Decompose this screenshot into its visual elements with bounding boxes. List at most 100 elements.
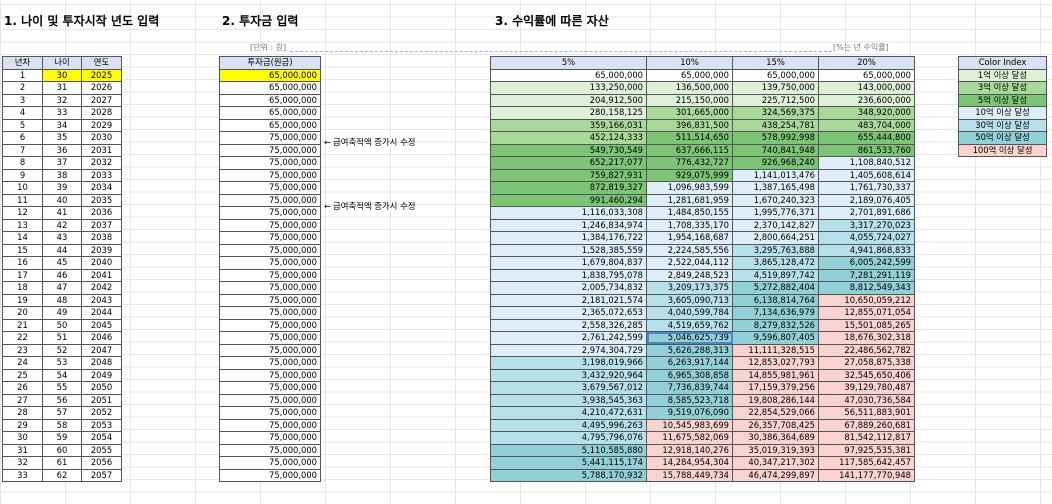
year-count-cell[interactable]: 9 bbox=[2, 168, 43, 182]
year-cell[interactable]: 2026 bbox=[81, 81, 122, 95]
asset-cell[interactable]: 215,150,000 bbox=[646, 93, 733, 107]
asset-cell[interactable]: 81,542,112,817 bbox=[818, 431, 915, 445]
asset-cell[interactable]: 396,831,500 bbox=[646, 118, 733, 132]
asset-cell[interactable]: 7,281,291,119 bbox=[818, 268, 915, 282]
asset-cell[interactable]: 6,965,308,858 bbox=[646, 368, 733, 382]
year-count-cell[interactable]: 5 bbox=[2, 118, 43, 132]
year-cell[interactable]: 2025 bbox=[81, 68, 122, 82]
year-count-cell[interactable]: 26 bbox=[2, 381, 43, 395]
investment-cell[interactable]: 75,000,000 bbox=[219, 181, 321, 195]
asset-cell[interactable]: 861,533,760 bbox=[818, 143, 915, 157]
asset-cell[interactable]: 143,000,000 bbox=[818, 81, 915, 95]
header-year-count[interactable]: 년차 bbox=[2, 56, 43, 70]
year-cell[interactable]: 2053 bbox=[81, 418, 122, 432]
asset-cell[interactable]: 15,788,449,734 bbox=[646, 468, 733, 482]
asset-cell[interactable]: 40,347,217,302 bbox=[732, 456, 819, 470]
asset-cell[interactable]: 5,626,288,313 bbox=[646, 343, 733, 357]
header-rate-20[interactable]: 20% bbox=[818, 56, 915, 70]
year-cell[interactable]: 2040 bbox=[81, 256, 122, 270]
asset-cell[interactable]: 2,522,044,112 bbox=[646, 256, 733, 270]
asset-cell[interactable]: 133,250,000 bbox=[490, 81, 647, 95]
asset-cell[interactable]: 929,075,999 bbox=[646, 168, 733, 182]
year-count-cell[interactable]: 16 bbox=[2, 256, 43, 270]
year-cell[interactable]: 2036 bbox=[81, 206, 122, 220]
investment-cell[interactable]: 75,000,000 bbox=[219, 206, 321, 220]
year-count-cell[interactable]: 22 bbox=[2, 331, 43, 345]
asset-cell[interactable]: 1,141,013,476 bbox=[732, 168, 819, 182]
age-cell[interactable]: 32 bbox=[42, 93, 82, 107]
asset-cell[interactable]: 1,096,983,599 bbox=[646, 181, 733, 195]
asset-cell[interactable]: 2,800,664,251 bbox=[732, 231, 819, 245]
asset-cell[interactable]: 1,954,168,687 bbox=[646, 231, 733, 245]
year-cell[interactable]: 2034 bbox=[81, 181, 122, 195]
investment-cell[interactable]: 75,000,000 bbox=[219, 381, 321, 395]
year-cell[interactable]: 2039 bbox=[81, 243, 122, 257]
asset-cell[interactable]: 65,000,000 bbox=[732, 68, 819, 82]
header-age[interactable]: 나이 bbox=[42, 56, 82, 70]
asset-cell[interactable]: 5,272,882,404 bbox=[732, 281, 819, 295]
investment-cell[interactable]: 75,000,000 bbox=[219, 131, 321, 145]
asset-cell[interactable]: 65,000,000 bbox=[490, 68, 647, 82]
asset-cell[interactable]: 2,370,142,827 bbox=[732, 218, 819, 232]
investment-cell[interactable]: 75,000,000 bbox=[219, 293, 321, 307]
year-count-cell[interactable]: 3 bbox=[2, 93, 43, 107]
investment-cell[interactable]: 75,000,000 bbox=[219, 268, 321, 282]
asset-cell[interactable]: 3,317,270,023 bbox=[818, 218, 915, 232]
asset-cell[interactable]: 3,209,173,375 bbox=[646, 281, 733, 295]
asset-cell[interactable]: 2,189,076,405 bbox=[818, 193, 915, 207]
year-cell[interactable]: 2047 bbox=[81, 343, 122, 357]
age-cell[interactable]: 60 bbox=[42, 443, 82, 457]
investment-cell[interactable]: 75,000,000 bbox=[219, 331, 321, 345]
age-cell[interactable]: 36 bbox=[42, 143, 82, 157]
investment-cell[interactable]: 75,000,000 bbox=[219, 343, 321, 357]
year-count-cell[interactable]: 21 bbox=[2, 318, 43, 332]
asset-cell[interactable]: 4,519,659,762 bbox=[646, 318, 733, 332]
asset-cell[interactable]: 2,558,326,285 bbox=[490, 318, 647, 332]
investment-cell[interactable]: 75,000,000 bbox=[219, 168, 321, 182]
asset-cell[interactable]: 1,679,804,837 bbox=[490, 256, 647, 270]
year-count-cell[interactable]: 18 bbox=[2, 281, 43, 295]
investment-cell[interactable]: 75,000,000 bbox=[219, 256, 321, 270]
year-cell[interactable]: 2048 bbox=[81, 356, 122, 370]
asset-cell[interactable]: 5,110,585,880 bbox=[490, 443, 647, 457]
asset-cell[interactable]: 1,281,681,959 bbox=[646, 193, 733, 207]
investment-cell[interactable]: 75,000,000 bbox=[219, 468, 321, 482]
year-count-cell[interactable]: 17 bbox=[2, 268, 43, 282]
age-cell[interactable]: 61 bbox=[42, 456, 82, 470]
year-cell[interactable]: 2030 bbox=[81, 131, 122, 145]
year-cell[interactable]: 2054 bbox=[81, 431, 122, 445]
asset-cell[interactable]: 15,501,085,265 bbox=[818, 318, 915, 332]
header-principal[interactable]: 투자금(원금) bbox=[219, 56, 321, 70]
asset-cell[interactable]: 65,000,000 bbox=[818, 68, 915, 82]
year-cell[interactable]: 2041 bbox=[81, 268, 122, 282]
year-count-cell[interactable]: 13 bbox=[2, 218, 43, 232]
investment-cell[interactable]: 65,000,000 bbox=[219, 81, 321, 95]
age-cell[interactable]: 45 bbox=[42, 256, 82, 270]
asset-cell[interactable]: 438,254,781 bbox=[732, 118, 819, 132]
asset-cell[interactable]: 3,295,763,888 bbox=[732, 243, 819, 257]
asset-cell[interactable]: 511,514,650 bbox=[646, 131, 733, 145]
asset-cell[interactable]: 12,855,071,054 bbox=[818, 306, 915, 320]
asset-cell[interactable]: 14,855,981,961 bbox=[732, 368, 819, 382]
asset-cell[interactable]: 1,484,850,155 bbox=[646, 206, 733, 220]
age-cell[interactable]: 37 bbox=[42, 156, 82, 170]
investment-cell[interactable]: 75,000,000 bbox=[219, 231, 321, 245]
asset-cell[interactable]: 3,198,019,966 bbox=[490, 356, 647, 370]
asset-cell[interactable]: 225,712,500 bbox=[732, 93, 819, 107]
investment-cell[interactable]: 75,000,000 bbox=[219, 318, 321, 332]
age-cell[interactable]: 38 bbox=[42, 168, 82, 182]
age-cell[interactable]: 30 bbox=[42, 68, 82, 82]
asset-cell[interactable]: 2,365,072,653 bbox=[490, 306, 647, 320]
asset-cell[interactable]: 452,124,333 bbox=[490, 131, 647, 145]
asset-cell[interactable]: 652,217,077 bbox=[490, 156, 647, 170]
asset-cell[interactable]: 549,730,549 bbox=[490, 143, 647, 157]
asset-cell[interactable]: 2,974,304,729 bbox=[490, 343, 647, 357]
asset-cell[interactable]: 1,761,730,337 bbox=[818, 181, 915, 195]
age-cell[interactable]: 52 bbox=[42, 343, 82, 357]
age-cell[interactable]: 57 bbox=[42, 406, 82, 420]
asset-cell[interactable]: 926,968,240 bbox=[732, 156, 819, 170]
year-count-cell[interactable]: 24 bbox=[2, 356, 43, 370]
asset-cell[interactable]: 4,795,796,076 bbox=[490, 431, 647, 445]
color-index-item[interactable]: 3억 이상 달성 bbox=[958, 81, 1047, 95]
age-cell[interactable]: 53 bbox=[42, 356, 82, 370]
